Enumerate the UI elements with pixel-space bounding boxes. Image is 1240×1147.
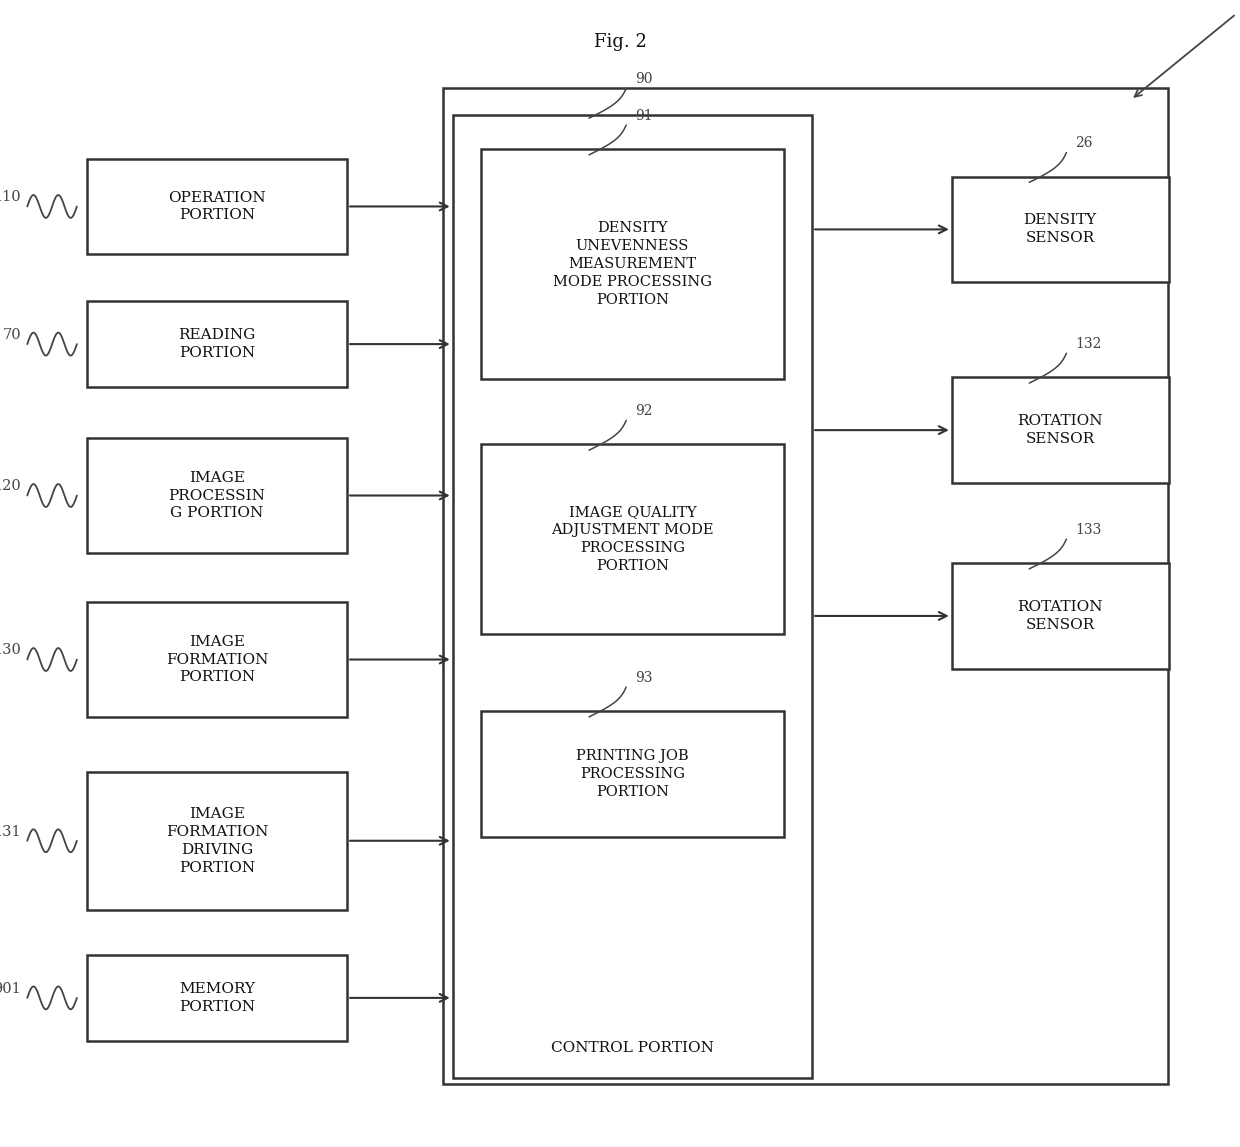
Text: IMAGE
FORMATION
PORTION: IMAGE FORMATION PORTION bbox=[166, 634, 268, 685]
Text: 120: 120 bbox=[0, 479, 21, 493]
Text: 70: 70 bbox=[2, 328, 21, 342]
Text: 131: 131 bbox=[0, 825, 21, 838]
Text: IMAGE
PROCESSIN
G PORTION: IMAGE PROCESSIN G PORTION bbox=[169, 470, 265, 521]
Text: ROTATION
SENSOR: ROTATION SENSOR bbox=[1018, 600, 1102, 632]
Text: DENSITY
SENSOR: DENSITY SENSOR bbox=[1024, 213, 1096, 245]
Bar bbox=[443, 88, 1168, 1084]
Bar bbox=[952, 377, 1168, 483]
Text: ROTATION
SENSOR: ROTATION SENSOR bbox=[1018, 414, 1102, 446]
Text: 110: 110 bbox=[0, 190, 21, 204]
Text: 90: 90 bbox=[635, 72, 652, 86]
Text: DENSITY
UNEVENNESS
MEASUREMENT
MODE PROCESSING
PORTION: DENSITY UNEVENNESS MEASUREMENT MODE PROC… bbox=[553, 221, 712, 306]
Bar bbox=[453, 115, 812, 1078]
Text: MEMORY
PORTION: MEMORY PORTION bbox=[179, 982, 255, 1014]
Bar bbox=[87, 602, 347, 717]
Text: OPERATION
PORTION: OPERATION PORTION bbox=[169, 190, 265, 223]
Bar bbox=[481, 711, 785, 837]
Bar bbox=[87, 159, 347, 255]
Text: 130: 130 bbox=[0, 643, 21, 657]
Bar bbox=[87, 302, 347, 388]
Text: Fig. 2: Fig. 2 bbox=[594, 33, 646, 52]
Text: READING
PORTION: READING PORTION bbox=[179, 328, 255, 360]
Bar bbox=[481, 149, 785, 379]
Text: 132: 132 bbox=[1075, 337, 1101, 351]
Text: 26: 26 bbox=[1075, 136, 1092, 150]
Text: IMAGE QUALITY
ADJUSTMENT MODE
PROCESSING
PORTION: IMAGE QUALITY ADJUSTMENT MODE PROCESSING… bbox=[551, 506, 714, 572]
Bar bbox=[952, 563, 1168, 669]
Text: 93: 93 bbox=[635, 671, 652, 685]
Bar bbox=[87, 438, 347, 553]
Text: IMAGE
FORMATION
DRIVING
PORTION: IMAGE FORMATION DRIVING PORTION bbox=[166, 807, 268, 874]
Bar bbox=[87, 772, 347, 910]
Bar bbox=[952, 177, 1168, 282]
Text: 92: 92 bbox=[635, 404, 652, 418]
Text: PRINTING JOB
PROCESSING
PORTION: PRINTING JOB PROCESSING PORTION bbox=[577, 749, 688, 799]
Text: 91: 91 bbox=[635, 109, 652, 123]
Text: 901: 901 bbox=[0, 982, 21, 996]
Bar bbox=[481, 444, 785, 633]
Bar bbox=[87, 954, 347, 1041]
Text: CONTROL PORTION: CONTROL PORTION bbox=[551, 1041, 714, 1055]
Text: 133: 133 bbox=[1075, 523, 1101, 537]
